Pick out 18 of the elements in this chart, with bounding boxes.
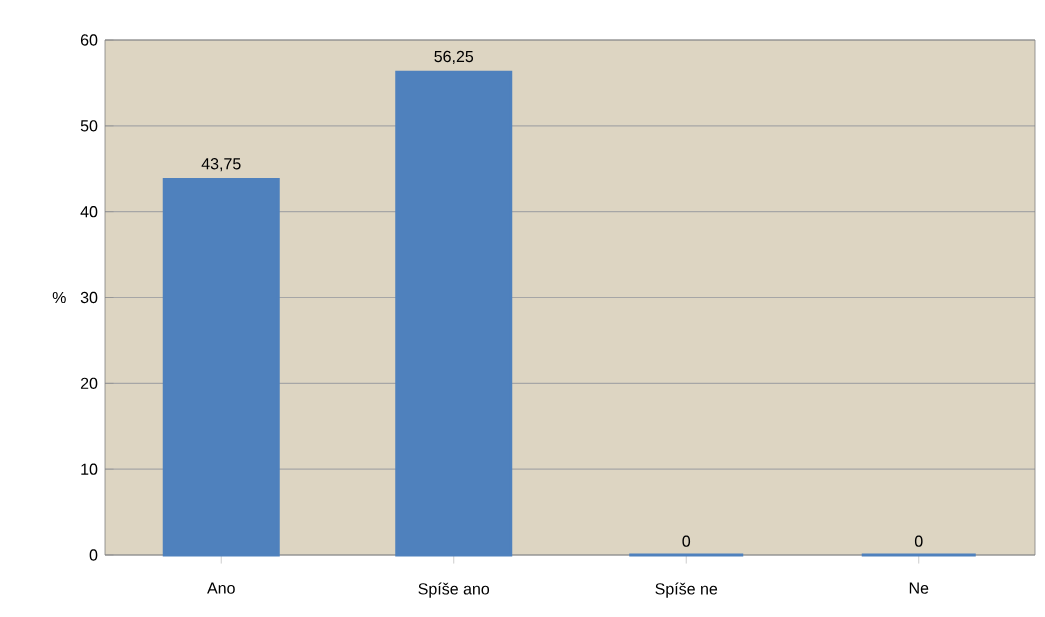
y-tick-label: 20 [80, 377, 98, 389]
y-tick-label: 10 [81, 463, 98, 475]
bar [395, 70, 513, 557]
y-tick-label: 50 [80, 120, 98, 132]
y-tick-label: 0 [89, 549, 98, 561]
y-axis-title: % [52, 291, 66, 304]
x-tick-label: Ne [909, 582, 929, 594]
data-label: 43,75 [201, 158, 241, 172]
x-tick-label: Spíše ano [418, 582, 490, 598]
y-tick-label: 60 [80, 34, 98, 46]
bar [162, 177, 280, 557]
data-label: 56,25 [434, 50, 474, 65]
data-label: 0 [914, 535, 923, 547]
x-tick-label: Ano [207, 582, 235, 594]
x-tick-label: Spíše ne [655, 582, 718, 598]
y-tick-label: 40 [80, 206, 98, 218]
data-label: 0 [682, 535, 691, 547]
y-tick-label: 30 [80, 291, 98, 304]
